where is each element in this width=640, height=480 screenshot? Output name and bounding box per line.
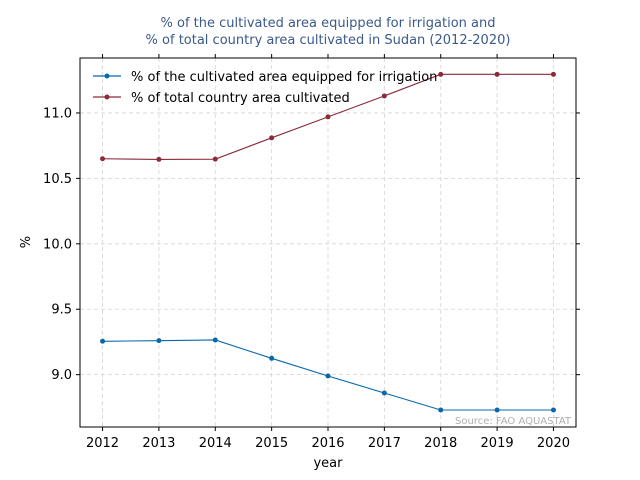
data-point-1 [550, 71, 556, 77]
legend-marker-irrigation [104, 73, 110, 79]
y-axis-label: % [19, 236, 34, 248]
data-point-1 [100, 156, 106, 162]
y-tick-label: 10.0 [43, 237, 72, 252]
legend: % of the cultivated area equipped for ir… [93, 70, 437, 106]
y-tick-label: 11.0 [43, 106, 72, 121]
data-point-1 [325, 114, 331, 120]
y-tick-label: 9.0 [51, 368, 72, 383]
data-point-1 [269, 135, 275, 141]
ticks: 2012 2013 2014 2015 2016 2017 2018 2019 2020 9.0 9… [43, 54, 580, 451]
legend-label-cultivated: % of total country area cultivated [131, 91, 350, 106]
x-tick-label: 2017 [368, 436, 401, 451]
chart-title-line-1: % of the cultivated area equipped for ir… [161, 16, 496, 31]
legend-label-irrigation: % of the cultivated area equipped for ir… [131, 70, 437, 85]
x-axis-label: year [313, 456, 343, 471]
x-tick-label: 2015 [255, 436, 288, 451]
data-point-1 [212, 156, 218, 162]
y-tick-label: 9.5 [51, 303, 72, 318]
x-tick-label: 2016 [311, 436, 344, 451]
x-tick-label: 2014 [199, 436, 232, 451]
data-point-0 [269, 355, 275, 361]
data-point-0 [494, 407, 500, 413]
plot-frame [79, 57, 577, 428]
data-point-0 [100, 338, 106, 344]
y-tick-label: 10.5 [43, 172, 72, 187]
series-layer [100, 71, 556, 413]
legend-marker-cultivated [104, 94, 110, 100]
x-tick-label: 2018 [424, 436, 457, 451]
x-tick-label: 2019 [481, 436, 514, 451]
data-point-1 [156, 156, 162, 162]
x-tick-label: 2012 [86, 436, 119, 451]
data-point-1 [381, 93, 387, 99]
data-point-0 [438, 407, 444, 413]
data-point-1 [494, 71, 500, 77]
chart-title-line-2: % of total country area cultivated in Su… [146, 33, 511, 48]
grid [80, 58, 576, 427]
data-point-1 [438, 71, 444, 77]
data-point-0 [325, 373, 331, 379]
data-point-0 [156, 338, 162, 344]
data-point-0 [550, 407, 556, 413]
x-tick-label: 2020 [537, 436, 570, 451]
x-tick-label: 2013 [142, 436, 175, 451]
data-point-0 [212, 337, 218, 343]
source-note: Source: FAO AQUASTAT [455, 416, 572, 427]
data-point-0 [381, 390, 387, 396]
